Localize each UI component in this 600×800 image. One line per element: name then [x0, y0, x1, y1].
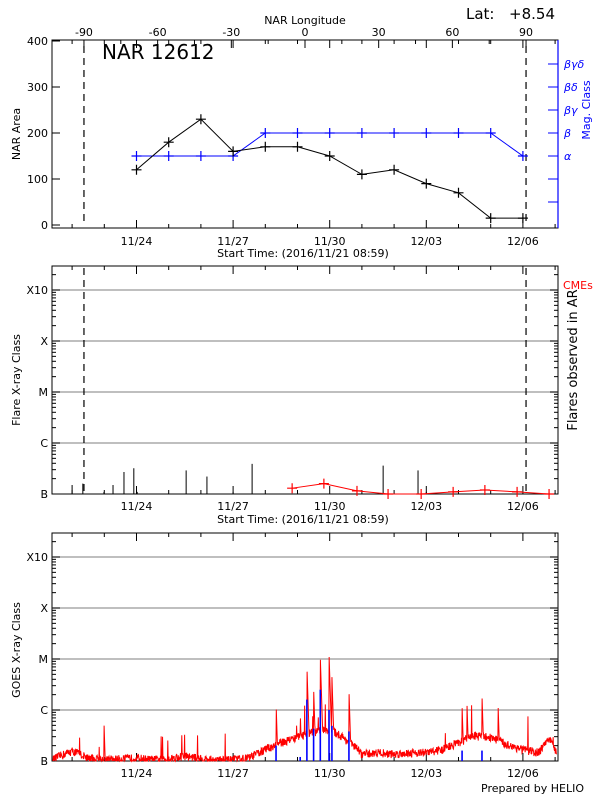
mag-class-point	[421, 128, 432, 138]
longitude-tick-label: -90	[75, 26, 93, 39]
flares-observed-axis-title: Flares observed in AR	[566, 289, 581, 430]
area-point	[228, 146, 239, 157]
mag-class-point	[195, 151, 206, 161]
area-point	[485, 213, 496, 224]
mag-class-label: α	[564, 150, 572, 163]
y-tick-label: C	[40, 704, 48, 717]
x-tick-label: 12/06	[507, 235, 539, 248]
latitude-label: Lat:	[466, 5, 494, 23]
area-point	[389, 164, 400, 175]
region-title: NAR 12612	[102, 40, 215, 64]
y-tick-label: B	[40, 488, 48, 501]
y-tick-label: 0	[41, 219, 48, 232]
y-tick-label: X	[40, 335, 48, 348]
x-tick-label: 12/03	[410, 500, 442, 513]
area-point	[163, 137, 174, 148]
cme-point	[318, 478, 329, 489]
cme-point	[544, 489, 555, 499]
panel2-time-title: Start Time: (2016/11/21 08:59)	[217, 513, 389, 526]
panel1-frame	[51, 39, 559, 229]
cme-point	[351, 485, 362, 496]
mag-class-point	[356, 128, 367, 138]
cme-legend: CMEs	[563, 279, 593, 292]
mag-class-axis-title: Mag. Class	[580, 80, 593, 139]
area-point	[453, 187, 464, 198]
longitude-tick-label: 30	[372, 26, 386, 39]
mag-class-label: βδ	[563, 81, 578, 94]
longitude-tick-label: -60	[149, 26, 167, 39]
mag-class-point	[163, 151, 174, 161]
y-tick-label: 300	[27, 81, 48, 94]
x-tick-label: 11/30	[314, 500, 346, 513]
x-tick-label: 11/27	[217, 235, 249, 248]
y-tick-label: M	[39, 386, 49, 399]
mag-class-point	[389, 128, 400, 138]
cme-point	[416, 489, 427, 499]
area-point	[260, 141, 271, 152]
mag-class-point	[324, 128, 335, 138]
y-tick-label: X	[40, 602, 48, 615]
longitude-axis-title: NAR Longitude	[264, 14, 346, 27]
y-tick-label: X10	[26, 551, 48, 564]
x-tick-label: 12/06	[507, 767, 539, 780]
goes-flux-line	[52, 656, 558, 763]
panel3-frame	[51, 532, 559, 762]
y-tick-label: B	[40, 755, 48, 768]
mag-class-point	[260, 128, 271, 138]
cme-point	[383, 489, 394, 499]
x-tick-label: 11/24	[121, 767, 153, 780]
y-tick-label: X10	[26, 284, 48, 297]
x-tick-label: 12/06	[507, 500, 539, 513]
y-tick-label: 100	[27, 173, 48, 186]
cme-point	[512, 486, 523, 497]
x-tick-label: 12/03	[410, 767, 442, 780]
mag-class-point	[292, 128, 303, 138]
x-tick-label: 11/27	[217, 500, 249, 513]
area-point	[356, 169, 367, 180]
area-point	[324, 151, 335, 161]
longitude-tick-label: 60	[445, 26, 459, 39]
mag-class-point	[131, 151, 142, 161]
x-tick-label: 11/30	[314, 767, 346, 780]
longitude-tick-label: -30	[222, 26, 240, 39]
area-point	[421, 178, 432, 189]
y-tick-label: M	[39, 653, 49, 666]
longitude-tick-label: 0	[302, 26, 309, 39]
y-tick-label: C	[40, 437, 48, 450]
mag-class-point	[453, 128, 464, 138]
area-point	[517, 213, 528, 224]
area-point	[292, 141, 303, 152]
area-point	[195, 114, 206, 125]
x-tick-label: 11/30	[314, 235, 346, 248]
flare-class-axis-title: Flare X-ray Class	[10, 334, 23, 426]
area-point	[131, 164, 142, 175]
mag-class-point	[517, 151, 528, 161]
cme-point	[287, 483, 298, 494]
mag-class-point	[485, 128, 496, 138]
cme-point	[448, 486, 459, 497]
goes-class-axis-title: GOES X-ray Class	[10, 602, 23, 698]
mag-class-label: βγδ	[563, 58, 585, 71]
panel1-time-title: Start Time: (2016/11/21 08:59)	[217, 247, 389, 260]
mag-class-label: β	[563, 127, 571, 140]
cme-point	[479, 484, 490, 495]
x-tick-label: 11/24	[121, 500, 153, 513]
mag-class-label: βγ	[563, 104, 578, 117]
panel2-frame	[51, 265, 559, 495]
y-tick-label: 400	[27, 35, 48, 48]
area-axis-title: NAR Area	[10, 108, 23, 160]
longitude-tick-label: 90	[519, 26, 533, 39]
x-tick-label: 11/27	[217, 767, 249, 780]
latitude-value: +8.54	[509, 5, 555, 23]
x-tick-label: 11/24	[121, 235, 153, 248]
y-tick-label: 200	[27, 127, 48, 140]
x-tick-label: 12/03	[410, 235, 442, 248]
prepared-by-credit: Prepared by HELIO	[481, 782, 584, 795]
